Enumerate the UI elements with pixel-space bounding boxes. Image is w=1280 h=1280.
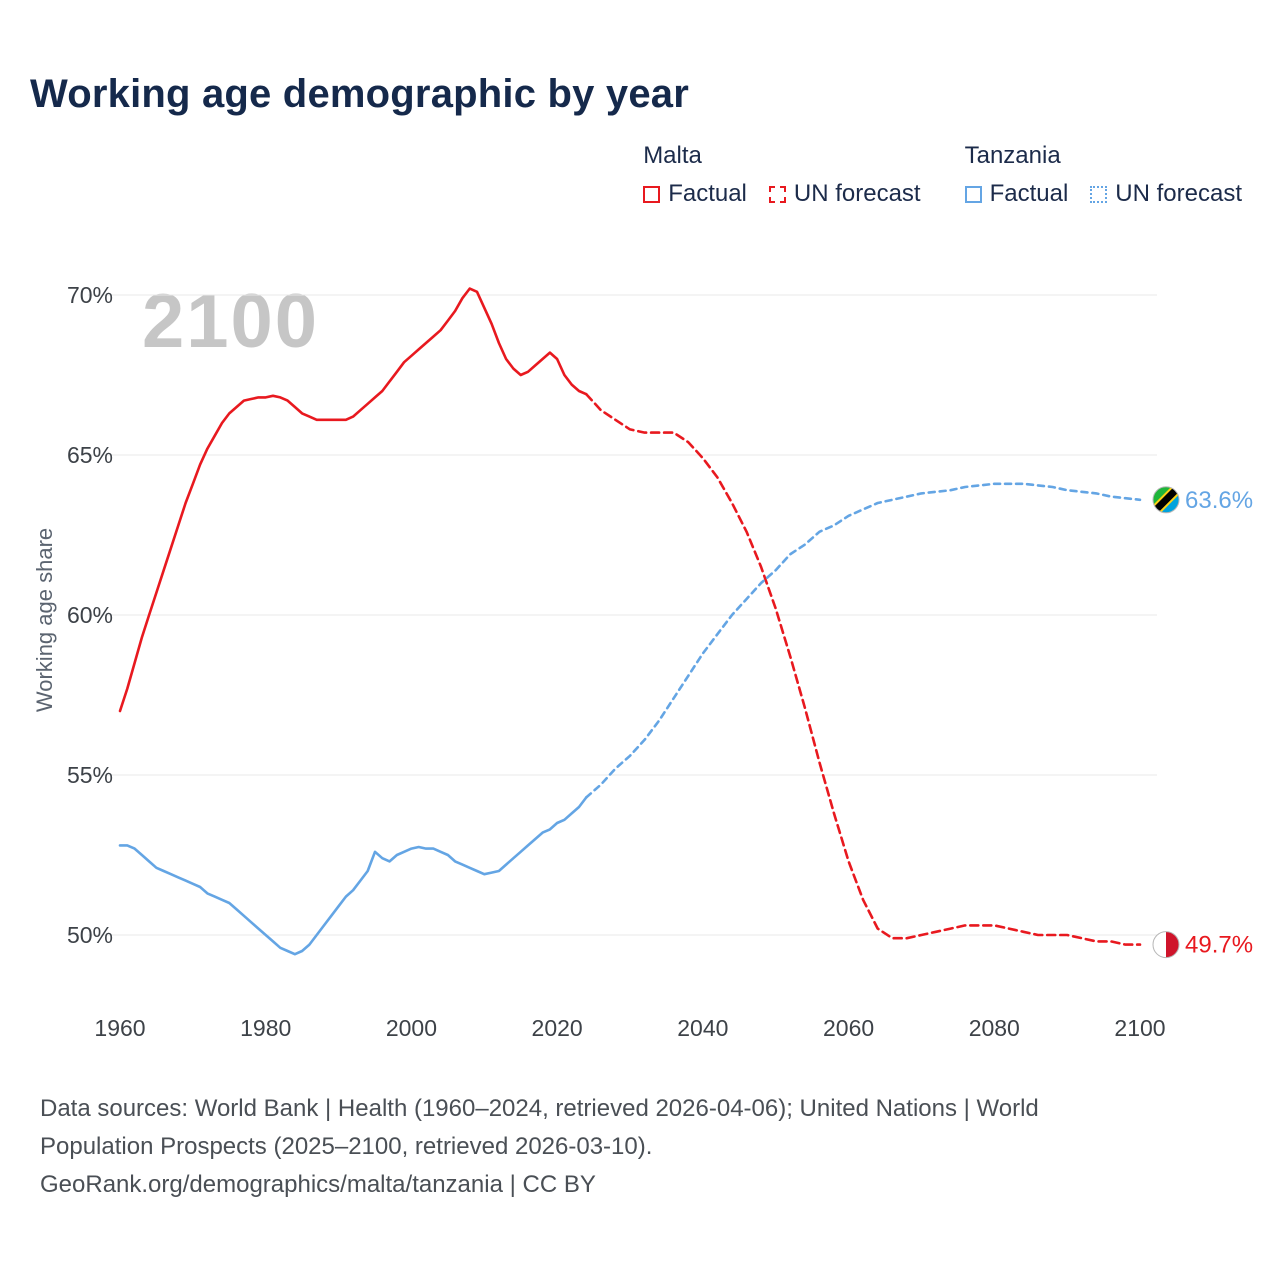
legend-item-malta-forecast: UN forecast xyxy=(768,180,921,208)
data-sources-footer: Data sources: World Bank | Health (1960–… xyxy=(40,1090,1180,1204)
legend-item-malta-factual: Factual xyxy=(643,180,747,208)
malta-forecast-swatch xyxy=(768,185,786,203)
tanzania-flag-icon xyxy=(1152,486,1180,514)
legend-label: UN forecast xyxy=(793,180,921,207)
x-tick-label: 1960 xyxy=(94,1015,145,1041)
x-tick-label: 2060 xyxy=(823,1015,874,1041)
footer-line-1: Data sources: World Bank | Health (1960–… xyxy=(40,1095,1039,1122)
tanzania-factual-swatch xyxy=(964,185,982,203)
tanzania-end-value: 63.6% xyxy=(1185,487,1253,514)
y-axis-title: Working age share xyxy=(32,527,57,713)
malta-end-value: 49.7% xyxy=(1185,932,1253,959)
legend-group-tanzania: Tanzania Factual UN forecast xyxy=(964,142,1242,208)
series-path-malta-factual xyxy=(118,287,588,713)
y-tick-label: 50% xyxy=(67,922,113,948)
page-title: Working age demographic by year xyxy=(30,72,689,116)
malta-flag-icon xyxy=(1152,931,1180,959)
x-tick-label: 2100 xyxy=(1114,1015,1165,1041)
legend-label: UN forecast xyxy=(1115,180,1242,207)
footer-line-3: GeoRank.org/demographics/malta/tanzania … xyxy=(40,1171,596,1198)
x-tick-label: 2040 xyxy=(677,1015,728,1041)
y-tick-label: 55% xyxy=(67,762,113,788)
legend-item-tanzania-factual: Factual xyxy=(964,180,1069,208)
x-tick-label: 2020 xyxy=(532,1015,583,1041)
series-path-tanzania-un-forecast xyxy=(585,482,1142,799)
x-tick-label: 2080 xyxy=(969,1015,1020,1041)
y-tick-label: 65% xyxy=(67,442,113,468)
footer-line-2: Population Prospects (2025–2100, retriev… xyxy=(40,1133,653,1160)
x-tick-label: 2000 xyxy=(386,1015,437,1041)
y-tick-label: 70% xyxy=(67,282,113,308)
tanzania-forecast-swatch xyxy=(1090,185,1108,203)
legend-item-tanzania-forecast: UN forecast xyxy=(1090,180,1242,208)
legend-group-malta: Malta Factual UN forecast xyxy=(643,142,921,208)
series-path-tanzania-factual xyxy=(118,796,588,956)
malta-factual-swatch xyxy=(643,185,661,203)
y-tick-label: 60% xyxy=(67,602,113,628)
legend-label: Factual xyxy=(989,180,1069,207)
legend-malta-title: Malta xyxy=(643,142,702,169)
chart-legend: Malta Factual UN forecast Tanzania Factu… xyxy=(643,142,1242,208)
series-path-malta-un-forecast xyxy=(585,392,1142,946)
legend-label: Factual xyxy=(668,180,747,207)
watermark-year: 2100 xyxy=(142,279,320,364)
legend-tanzania-title: Tanzania xyxy=(964,142,1061,169)
x-tick-label: 1980 xyxy=(240,1015,291,1041)
